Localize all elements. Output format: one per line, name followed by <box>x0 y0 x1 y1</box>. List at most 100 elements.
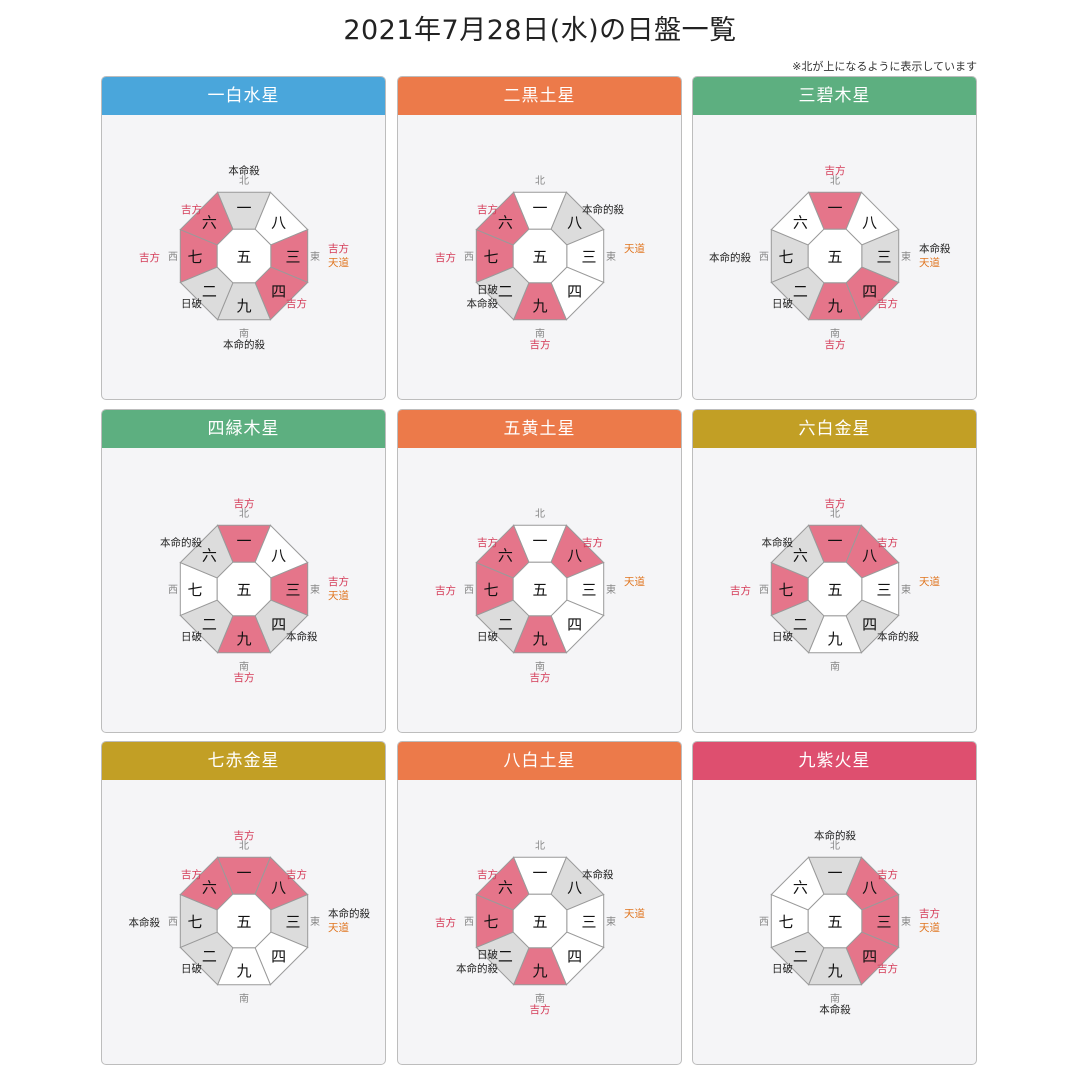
direction-label-e: 本命的殺 <box>328 907 370 920</box>
card-title[interactable]: 九紫火星 <box>693 742 976 780</box>
card-title[interactable]: 五黄土星 <box>398 410 681 448</box>
direction-s: 南 <box>535 660 545 673</box>
star-number-s: 九 <box>532 297 547 315</box>
star-number-e: 三 <box>285 248 300 266</box>
direction-label-e: 天道 <box>919 256 940 269</box>
card-body: 五一八三四九二七六北南東西吉方 本命殺 吉方 天道 日破 本命的殺 吉方 <box>398 780 681 1064</box>
direction-label-sw: 日破 <box>477 283 498 296</box>
direction-label-sw: 日破 <box>477 948 498 961</box>
direction-label-ne: 吉方 <box>286 868 307 881</box>
card-title[interactable]: 一白水星 <box>102 77 385 115</box>
star-number-e: 三 <box>876 248 891 266</box>
direction-s: 南 <box>830 327 840 340</box>
direction-label-sw: 日破 <box>477 630 498 643</box>
direction-label-e: 本命殺 <box>919 242 951 255</box>
direction-label-w: 本命殺 <box>129 916 161 929</box>
star-number-ne: 八 <box>567 213 582 231</box>
direction-label-nw: 本命殺 <box>762 536 794 549</box>
card-title[interactable]: 六白金星 <box>693 410 976 448</box>
direction-w: 西 <box>464 917 474 928</box>
direction-label-e: 吉方 <box>328 575 349 588</box>
star-number-ne: 八 <box>862 546 877 564</box>
card-body: 五一八三四九二七六北南東西吉方 本命殺 吉方 吉方 天道 本命的殺 日破 <box>693 448 976 732</box>
page-title: 2021年7月28日(水)の日盤一覧 <box>343 15 737 46</box>
star-number-e: 三 <box>581 913 596 931</box>
direction-label-e: 天道 <box>919 575 940 588</box>
star-number-s: 九 <box>236 297 251 315</box>
direction-w: 西 <box>168 585 178 596</box>
direction-n: 北 <box>830 840 840 852</box>
card-body: 五一八三四九二七六北南東西吉方 吉方 吉方 本命殺 本命的殺 天道 日破 <box>102 780 385 1064</box>
star-number-w: 七 <box>483 913 498 931</box>
direction-label-ne: 吉方 <box>582 536 603 549</box>
center-number: 五 <box>236 581 251 599</box>
direction-label-e: 天道 <box>624 242 645 255</box>
star-number-se: 四 <box>567 283 582 301</box>
card-title[interactable]: 七赤金星 <box>102 742 385 780</box>
direction-label-nw: 吉方 <box>477 868 498 881</box>
card-title[interactable]: 三碧木星 <box>693 77 976 115</box>
direction-label-e: 天道 <box>328 589 349 602</box>
direction-label-sw: 本命的殺 <box>456 962 498 975</box>
direction-label-sw: 本命殺 <box>467 297 499 310</box>
star-number-se: 四 <box>567 616 582 634</box>
star-number-s: 九 <box>236 962 251 980</box>
direction-n: 北 <box>535 175 545 187</box>
direction-s: 南 <box>239 660 249 673</box>
direction-label-n: 吉方 <box>825 497 846 510</box>
center-octagon <box>216 893 272 949</box>
star-number-ne: 八 <box>271 213 286 231</box>
star-number-nw: 六 <box>498 213 513 231</box>
star-number-e: 三 <box>876 581 891 599</box>
direction-label-s: 吉方 <box>530 671 551 684</box>
direction-label-n: 本命殺 <box>228 164 260 177</box>
direction-e: 東 <box>310 250 320 263</box>
direction-label-e: 吉方 <box>919 907 940 920</box>
direction-label-w: 吉方 <box>139 251 160 264</box>
card-title[interactable]: 四緑木星 <box>102 410 385 448</box>
direction-label-e: 天道 <box>328 921 349 934</box>
star-number-n: 一 <box>532 864 547 882</box>
star-number-sw: 二 <box>498 948 513 966</box>
direction-label-nw: 吉方 <box>477 536 498 549</box>
center-octagon <box>807 228 863 284</box>
star-number-w: 七 <box>483 248 498 266</box>
direction-label-n: 吉方 <box>825 164 846 177</box>
center-number: 五 <box>236 248 251 266</box>
star-number-w: 七 <box>187 581 202 599</box>
star-number-sw: 二 <box>498 283 513 301</box>
direction-label-n: 吉方 <box>234 829 255 842</box>
direction-w: 西 <box>168 252 178 263</box>
center-number: 五 <box>532 248 547 266</box>
star-number-sw: 二 <box>202 948 217 966</box>
direction-s: 南 <box>239 327 249 340</box>
star-number-e: 三 <box>876 913 891 931</box>
star-card: 四緑木星 五一八三四九二七六北南東西吉方 本命的殺 吉方 天道 本命殺 日破 吉方 <box>101 409 386 733</box>
direction-label-w: 吉方 <box>730 584 751 597</box>
card-body: 五一八三四九二七六北南東西吉方 吉方 吉方 天道 日破 吉方 <box>398 448 681 732</box>
direction-label-w: 吉方 <box>435 251 456 264</box>
direction-w: 西 <box>464 585 474 596</box>
star-number-e: 三 <box>581 581 596 599</box>
direction-s: 南 <box>239 992 249 1005</box>
star-number-nw: 六 <box>202 213 217 231</box>
star-number-se: 四 <box>862 283 877 301</box>
direction-e: 東 <box>310 583 320 596</box>
card-body: 五一八三四九二七六北南東西吉方 本命的殺 本命殺 天道 吉方 日破 吉方 <box>693 115 976 399</box>
star-card: 七赤金星 五一八三四九二七六北南東西吉方 吉方 吉方 本命殺 本命的殺 天道 日破 <box>101 741 386 1065</box>
center-number: 五 <box>532 581 547 599</box>
direction-w: 西 <box>168 917 178 928</box>
star-number-e: 三 <box>285 913 300 931</box>
direction-e: 東 <box>606 915 616 928</box>
star-card: 六白金星 五一八三四九二七六北南東西吉方 本命殺 吉方 吉方 天道 本命的殺 日破 <box>692 409 977 733</box>
star-number-sw: 二 <box>202 616 217 634</box>
star-number-sw: 二 <box>793 616 808 634</box>
card-title[interactable]: 八白土星 <box>398 742 681 780</box>
star-number-w: 七 <box>187 913 202 931</box>
orientation-note: ※北が上になるように表示しています <box>792 60 977 73</box>
direction-w: 西 <box>464 252 474 263</box>
star-number-w: 七 <box>778 248 793 266</box>
card-title[interactable]: 二黒土星 <box>398 77 681 115</box>
